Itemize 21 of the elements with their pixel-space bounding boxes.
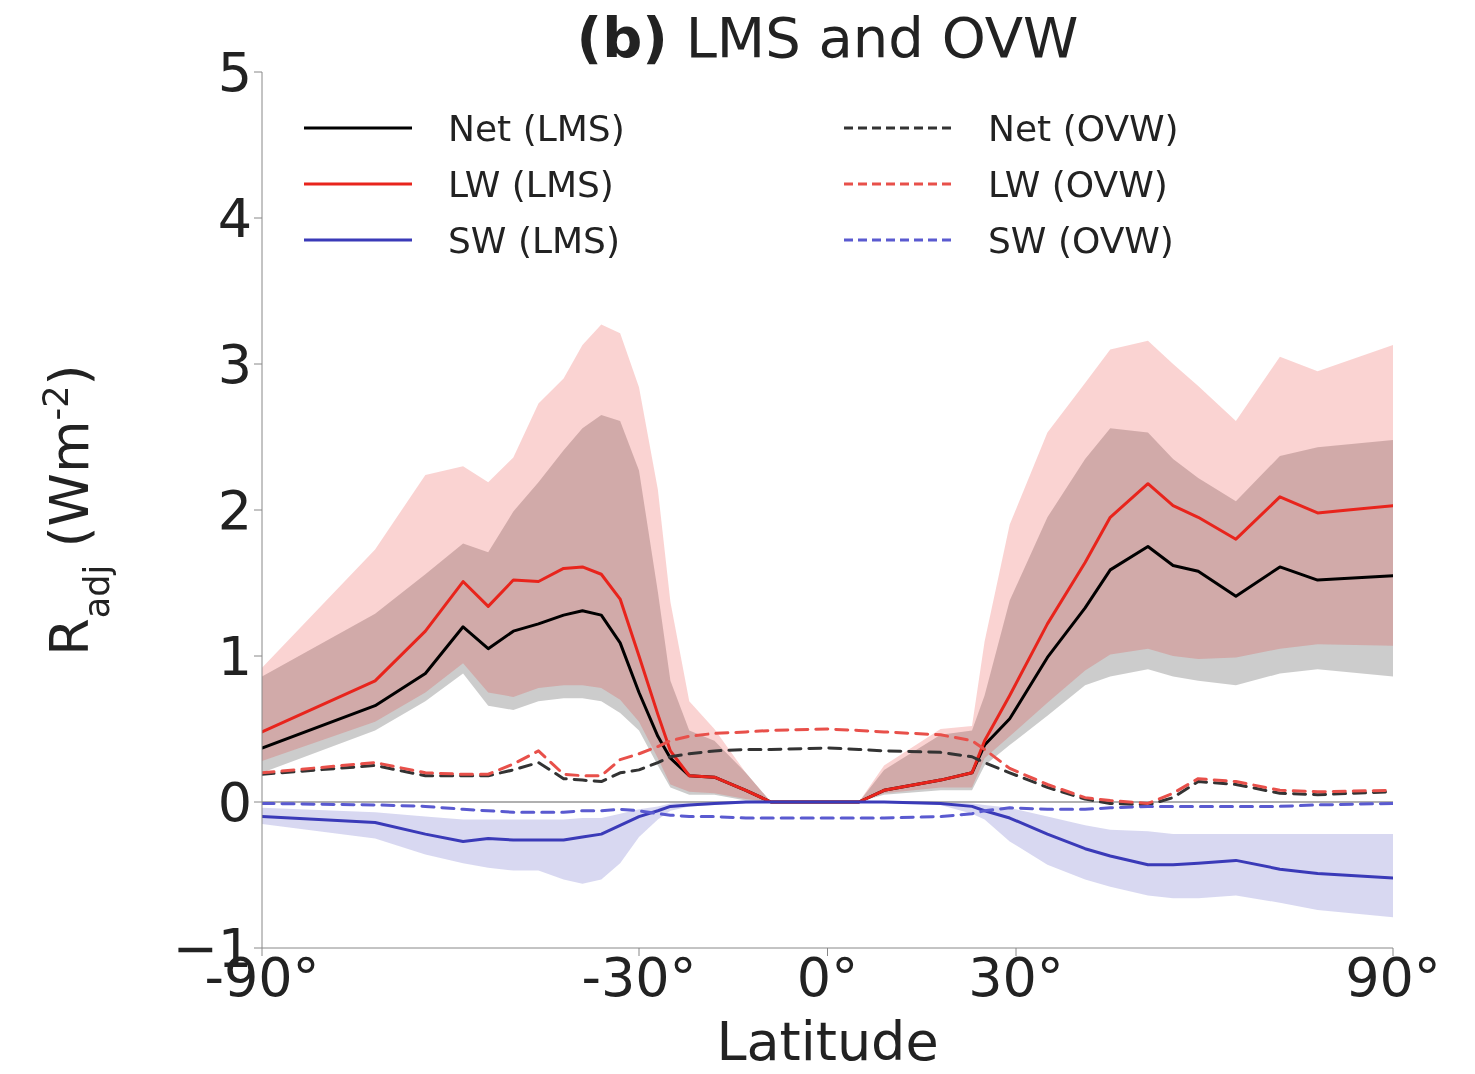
x-tick-label: 30° (968, 946, 1064, 1010)
legend-label: Net (LMS) (448, 107, 625, 149)
legend-label: Net (OVW) (988, 107, 1179, 149)
line-series (262, 800, 1393, 880)
legend-label: LW (LMS) (448, 163, 614, 205)
x-tick-label: -30° (581, 946, 697, 1010)
line-series (262, 482, 1393, 804)
x-axis-title: Latitude (716, 1010, 939, 1073)
x-tick-label: 0° (796, 946, 859, 1010)
chart-title: (b) LMS and OVW (575, 5, 1080, 70)
y-tick-label: 5 (217, 41, 252, 105)
y-tick-label: 2 (217, 479, 252, 543)
y-tick-label: 4 (217, 187, 252, 251)
legend-label: SW (OVW) (988, 219, 1174, 261)
legend-label: SW (LMS) (448, 219, 620, 261)
y-tick-label: 1 (217, 625, 252, 689)
y-tick-label: 3 (217, 333, 252, 397)
x-tick-label: 90° (1345, 946, 1441, 1010)
y-tick-label: 0 (217, 771, 252, 835)
legend-label: LW (OVW) (988, 163, 1168, 205)
line-series (262, 801, 1393, 820)
